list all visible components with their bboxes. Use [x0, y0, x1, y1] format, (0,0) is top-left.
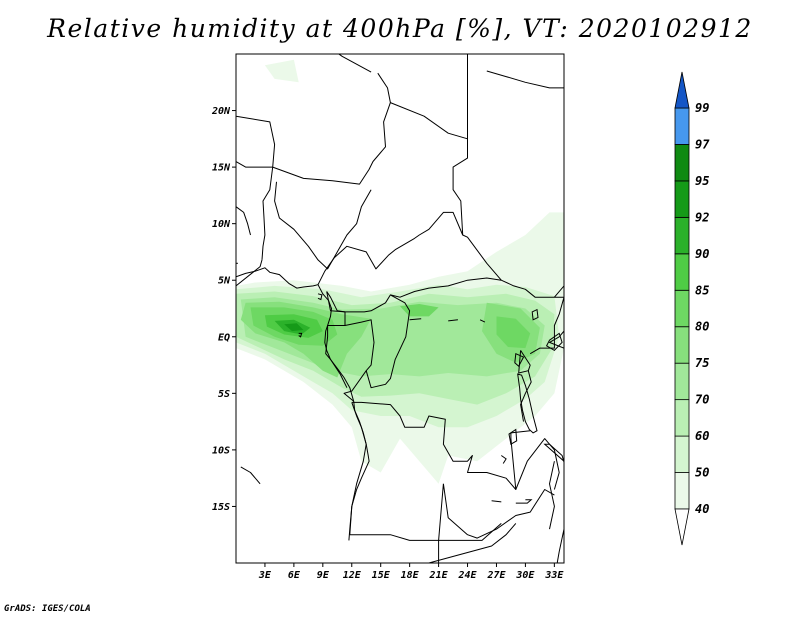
colorbar-label-60: 60 — [695, 429, 709, 443]
country-border-1 — [272, 72, 391, 185]
colorbar-segment-70 — [674, 362, 690, 401]
colorbar-label-90: 90 — [695, 247, 709, 261]
island-outline-6 — [501, 455, 507, 464]
colorbar-label-92: 92 — [695, 210, 709, 224]
lon-tick-label: 12E — [343, 570, 362, 581]
lon-tick-label: 24E — [457, 570, 477, 581]
lat-tick-label: 10S — [212, 445, 230, 456]
lake-outline-1 — [543, 443, 564, 465]
humidity-contour-40-12 — [264, 59, 299, 83]
country-border-11 — [236, 259, 263, 287]
lat-tick-label: EQ — [218, 332, 230, 343]
colorbar-bottom-arrow — [674, 508, 690, 546]
colorbar-label-85: 85 — [695, 283, 709, 297]
lat-tick-label: 15S — [212, 502, 230, 513]
colorbar-label-50: 50 — [695, 466, 709, 480]
country-border-26 — [549, 330, 564, 349]
lat-tick-label: 5S — [218, 389, 230, 400]
country-border-17 — [442, 483, 555, 539]
country-border-19 — [438, 483, 449, 563]
colorbar-segment-95 — [674, 144, 690, 182]
colorbar-segment-92 — [674, 180, 690, 218]
country-border-27 — [486, 70, 564, 89]
country-border-0 — [236, 115, 276, 168]
island-outline-2 — [545, 37, 555, 51]
lon-tick-label: 21E — [429, 570, 449, 581]
lat-tick-label: 5N — [218, 276, 231, 287]
country-border-9 — [452, 116, 468, 236]
colorbar-label-99: 99 — [695, 101, 709, 115]
colorbar-segment-40 — [674, 472, 690, 510]
colorbar-segment-85 — [674, 253, 690, 291]
lon-tick-label: 15E — [372, 570, 391, 581]
lat-tick-label: 10N — [212, 219, 231, 230]
colorbar-label-95: 95 — [695, 174, 709, 188]
lake-outline-3 — [514, 352, 525, 367]
lon-tick-label: 27E — [486, 570, 506, 581]
island-outline-3 — [409, 318, 422, 321]
country-border-6 — [236, 206, 251, 236]
longitude-axis: 3E 6E 9E 12E 15E 18E 21E 24E 27E 30E 33E — [258, 563, 564, 581]
lon-tick-label: 30E — [515, 570, 535, 581]
lon-tick-label: 9E — [317, 570, 330, 581]
colorbar-segment-50 — [674, 435, 690, 473]
lat-tick-label: 15N — [212, 163, 231, 174]
colorbar-segment-90 — [674, 216, 690, 255]
colorbar-label-80: 80 — [695, 320, 709, 334]
colorbar-segment-75 — [674, 326, 690, 364]
island-outline-1 — [298, 332, 303, 338]
island-outline-5 — [479, 319, 486, 323]
colorbar-label-70: 70 — [695, 393, 709, 407]
country-border-8 — [317, 211, 502, 285]
lon-tick-label: 6E — [288, 570, 301, 581]
lake-outline-2 — [508, 428, 518, 445]
country-borders-layer — [236, 54, 564, 563]
colorbar-top-arrow — [674, 71, 690, 109]
country-border-5 — [261, 217, 266, 260]
coastline-layer — [236, 37, 564, 541]
country-border-24 — [520, 370, 532, 422]
coastline-0 — [236, 267, 370, 541]
country-border-2 — [390, 54, 468, 140]
country-border-4 — [262, 167, 274, 219]
lat-tick-label: 20N — [211, 106, 231, 117]
country-border-7 — [274, 181, 372, 270]
grads-credit: GrADS: IGES/COLA — [4, 604, 91, 614]
country-border-3 — [337, 54, 372, 73]
country-border-13 — [343, 319, 375, 402]
plot-frame — [235, 53, 565, 564]
colorbar: 40 50 60 70 75 80 85 90 92 95 97 99 — [674, 71, 710, 546]
country-border-30 — [240, 466, 261, 485]
colorbar-label-40: 40 — [695, 502, 709, 516]
lon-tick-label: 18E — [401, 570, 420, 581]
lon-tick-label: 3E — [258, 570, 272, 581]
island-outline-7 — [491, 500, 502, 503]
country-border-28 — [549, 461, 555, 530]
country-border-29 — [556, 528, 564, 563]
country-border-14 — [365, 294, 411, 389]
latitude-axis: 20N 15N 10N 5N EQ 5S 10S 15S — [211, 106, 236, 513]
map-title: Relative humidity at 400hPa [%], VT: 202… — [47, 14, 753, 43]
country-border-21 — [428, 523, 517, 563]
island-outline-4 — [448, 319, 458, 322]
lake-outline-0 — [517, 373, 538, 434]
humidity-contour-92-11 — [284, 323, 304, 332]
humidity-contour-80-7 — [496, 316, 531, 349]
lon-tick-label: 33E — [544, 570, 564, 581]
colorbar-label-97: 97 — [695, 137, 710, 151]
country-border-12 — [325, 291, 348, 388]
colorbar-segment-97 — [674, 107, 690, 145]
island-outline-0 — [317, 293, 323, 301]
colorbar-segment-60 — [674, 399, 690, 437]
lake-outline-5 — [545, 332, 563, 352]
colorbar-segment-80 — [674, 289, 690, 328]
colorbar-label-75: 75 — [695, 356, 709, 370]
island-outline-8 — [515, 499, 533, 504]
lake-outline-4 — [531, 308, 539, 321]
country-border-25 — [554, 285, 564, 298]
country-border-20 — [349, 523, 502, 541]
